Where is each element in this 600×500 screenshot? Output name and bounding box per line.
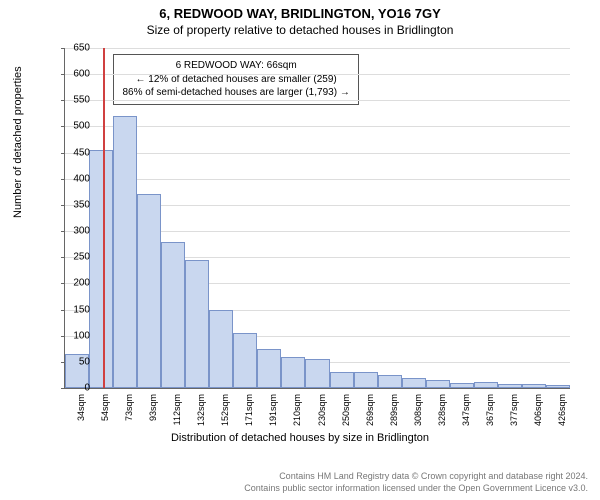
y-tick-label: 50 xyxy=(60,356,90,367)
histogram-bar xyxy=(281,357,305,388)
x-tick-label: 210sqm xyxy=(292,394,302,434)
histogram-bar xyxy=(546,385,570,388)
marker-line xyxy=(103,48,105,388)
x-tick-label: 112sqm xyxy=(172,394,182,434)
y-tick-label: 450 xyxy=(60,147,90,158)
x-tick-label: 426sqm xyxy=(557,394,567,434)
x-tick-label: 250sqm xyxy=(341,394,351,434)
grid-line xyxy=(65,74,570,75)
x-tick-label: 377sqm xyxy=(509,394,519,434)
grid-line xyxy=(65,126,570,127)
y-tick-label: 650 xyxy=(60,43,90,54)
x-tick-label: 73sqm xyxy=(124,394,134,434)
chart-container: 6, REDWOOD WAY, BRIDLINGTON, YO16 7GY Si… xyxy=(0,0,600,500)
x-tick-label: 347sqm xyxy=(461,394,471,434)
histogram-bar xyxy=(426,380,450,388)
histogram-bar xyxy=(137,194,161,388)
x-tick-label: 132sqm xyxy=(196,394,206,434)
x-tick-label: 308sqm xyxy=(413,394,423,434)
y-tick-label: 100 xyxy=(60,330,90,341)
x-tick-label: 171sqm xyxy=(244,394,254,434)
y-tick-label: 400 xyxy=(60,173,90,184)
histogram-bar xyxy=(185,260,209,388)
histogram-bar xyxy=(113,116,137,388)
x-tick-label: 269sqm xyxy=(365,394,375,434)
x-tick-label: 93sqm xyxy=(148,394,158,434)
y-axis-label: Number of detached properties xyxy=(12,66,24,218)
footer: Contains HM Land Registry data © Crown c… xyxy=(244,470,588,494)
histogram-bar xyxy=(161,242,185,388)
histogram-bar xyxy=(233,333,257,388)
histogram-bar xyxy=(474,382,498,388)
y-tick-label: 150 xyxy=(60,304,90,315)
y-tick-label: 250 xyxy=(60,252,90,263)
x-tick-label: 406sqm xyxy=(533,394,543,434)
x-tick-label: 289sqm xyxy=(389,394,399,434)
title-line-1: 6, REDWOOD WAY, BRIDLINGTON, YO16 7GY xyxy=(0,0,600,21)
grid-line xyxy=(65,179,570,180)
histogram-bar xyxy=(498,384,522,388)
x-tick-label: 367sqm xyxy=(485,394,495,434)
y-tick-label: 600 xyxy=(60,69,90,80)
x-tick-label: 191sqm xyxy=(268,394,278,434)
y-tick-label: 300 xyxy=(60,226,90,237)
x-tick-label: 230sqm xyxy=(317,394,327,434)
histogram-bar xyxy=(89,150,113,388)
y-tick-label: 200 xyxy=(60,278,90,289)
y-tick-label: 350 xyxy=(60,199,90,210)
histogram-bar xyxy=(402,378,426,388)
histogram-bar xyxy=(450,383,474,388)
plot-area: 6 REDWOOD WAY: 66sqm ← 12% of detached h… xyxy=(64,48,570,389)
histogram-bar xyxy=(330,372,354,388)
info-box: 6 REDWOOD WAY: 66sqm ← 12% of detached h… xyxy=(113,54,358,105)
x-tick-label: 34sqm xyxy=(76,394,86,434)
title-line-2: Size of property relative to detached ho… xyxy=(0,21,600,37)
histogram-bar xyxy=(378,375,402,388)
grid-line xyxy=(65,48,570,49)
y-tick-label: 500 xyxy=(60,121,90,132)
y-tick-label: 0 xyxy=(60,383,90,394)
histogram-bar xyxy=(305,359,329,388)
x-tick-label: 152sqm xyxy=(220,394,230,434)
footer-line-1: Contains HM Land Registry data © Crown c… xyxy=(244,470,588,482)
footer-line-2: Contains public sector information licen… xyxy=(244,482,588,494)
info-line-1: 6 REDWOOD WAY: 66sqm xyxy=(122,59,349,73)
histogram-bar xyxy=(522,384,546,388)
histogram-bar xyxy=(209,310,233,388)
grid-line xyxy=(65,153,570,154)
x-tick-label: 54sqm xyxy=(100,394,110,434)
x-tick-label: 328sqm xyxy=(437,394,447,434)
y-tick-label: 550 xyxy=(60,95,90,106)
histogram-bar xyxy=(354,372,378,388)
info-line-3: 86% of semi-detached houses are larger (… xyxy=(122,86,349,100)
grid-line xyxy=(65,100,570,101)
histogram-bar xyxy=(257,349,281,388)
